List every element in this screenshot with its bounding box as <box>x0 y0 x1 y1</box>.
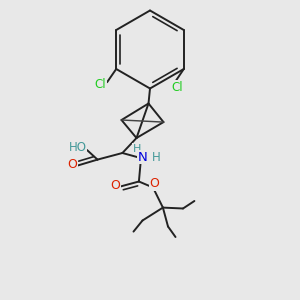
Text: Cl: Cl <box>171 81 183 94</box>
Text: N: N <box>138 151 148 164</box>
Text: H: H <box>133 144 141 154</box>
Text: HO: HO <box>68 141 86 154</box>
Text: O: O <box>68 158 77 171</box>
Text: H: H <box>152 151 161 164</box>
Text: O: O <box>150 177 159 190</box>
Text: O: O <box>110 179 120 192</box>
Text: Cl: Cl <box>95 77 106 91</box>
